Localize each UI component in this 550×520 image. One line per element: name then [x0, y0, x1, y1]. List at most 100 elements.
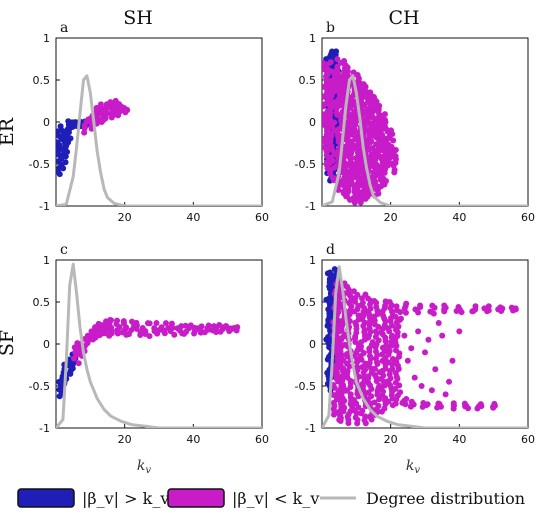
magenta-point [371, 399, 378, 406]
magenta-point [381, 405, 388, 412]
magenta-point [362, 413, 369, 420]
magenta-point [394, 324, 401, 331]
magenta-point [392, 313, 399, 320]
magenta-point [344, 168, 351, 175]
magenta-point [373, 161, 380, 168]
magenta-point [347, 155, 354, 162]
magenta-point [455, 304, 462, 311]
blue-point [69, 365, 76, 372]
plot-area [322, 48, 528, 206]
magenta-point [372, 372, 379, 379]
x-tick-label: 40 [452, 211, 466, 224]
magenta-point [97, 101, 104, 108]
degree-distribution-line [56, 262, 262, 428]
magenta-point [365, 379, 372, 386]
magenta-point [335, 299, 342, 306]
magenta-point [428, 387, 435, 394]
magenta-point [497, 304, 504, 311]
plot-area [322, 265, 528, 428]
x-tick-label: 20 [118, 211, 132, 224]
magenta-point [432, 366, 439, 373]
blue-point [326, 269, 333, 276]
magenta-point [380, 175, 387, 182]
magenta-point [392, 147, 399, 154]
magenta-point [368, 111, 375, 118]
y-tick-label: 0 [43, 338, 50, 351]
x-tick-label: 20 [384, 211, 398, 224]
panel-a: a1 0.5 0 -0.5 -1 20 40 60 [29, 20, 269, 224]
magenta-point [386, 298, 393, 305]
x-tick-label: 60 [255, 433, 269, 446]
magenta-point [360, 81, 367, 88]
panel-c: c1 0.5 0 -0.5 -1 20 40 60 [29, 242, 269, 446]
magenta-point [114, 317, 121, 324]
magenta-point [392, 385, 399, 392]
magenta-point [120, 318, 127, 325]
magenta-point [345, 291, 352, 298]
magenta-point [358, 343, 365, 350]
magenta-point [367, 89, 374, 96]
x-axis-label-right: kv [406, 458, 420, 476]
magenta-point [337, 102, 344, 109]
degree-distribution-line [56, 74, 262, 206]
magenta-point [408, 345, 415, 352]
magenta-point [344, 367, 351, 374]
magenta-point [366, 352, 373, 359]
magenta-point [326, 129, 333, 136]
y-tick-label: -1 [305, 200, 316, 213]
degree-distribution-line [322, 265, 528, 428]
x-tick-label: 60 [521, 433, 535, 446]
degree-distribution-line [322, 74, 528, 206]
magenta-point [234, 324, 241, 331]
column-header-sh: SH [123, 7, 153, 29]
legend-swatch-blue [17, 488, 75, 508]
x-tick-label: 20 [384, 433, 398, 446]
panel-b: b1 0.5 0 -0.5 -1 20 40 60 [295, 20, 535, 224]
x-tick-label: 60 [255, 211, 269, 224]
magenta-point [435, 320, 442, 326]
magenta-point [350, 396, 357, 403]
magenta-point [133, 319, 140, 326]
y-tick-label: 0 [309, 338, 316, 351]
magenta-point [373, 98, 380, 105]
legend-label-magenta: |β_v| < k_v [232, 489, 319, 508]
magenta-point [422, 349, 428, 356]
y-tick-label: 1 [309, 32, 316, 45]
magenta-point [403, 300, 410, 307]
magenta-point [446, 378, 453, 385]
magenta-point [397, 389, 404, 396]
magenta-point [461, 400, 468, 407]
magenta-point [350, 288, 357, 295]
magenta-point [412, 306, 419, 313]
magenta-point [355, 76, 362, 83]
magenta-point [376, 102, 383, 109]
blue-point [57, 123, 64, 130]
y-tick-label: 1 [43, 32, 50, 45]
y-tick-label: -1 [39, 422, 50, 435]
legend: |β_v| > k_v |β_v| < k_v Degree distribut… [17, 488, 525, 508]
x-tick-label: 40 [452, 433, 466, 446]
magenta-point [415, 328, 422, 335]
magenta-point [338, 391, 345, 398]
legend-label-gray: Degree distribution [366, 489, 525, 508]
magenta-point [341, 58, 348, 65]
row-header-sf: SF [0, 330, 18, 356]
x-tick-label: 60 [521, 211, 535, 224]
magenta-point [392, 347, 399, 354]
magenta-point [330, 392, 337, 399]
blue-point [62, 159, 69, 166]
magenta-point [375, 402, 382, 409]
y-tick-label: 0.5 [299, 74, 317, 87]
magenta-point [139, 324, 146, 331]
x-tick-label: 40 [186, 433, 200, 446]
magenta-point [388, 127, 395, 134]
magenta-point [382, 119, 389, 126]
magenta-point [427, 308, 434, 315]
magenta-point [491, 400, 498, 407]
magenta-point [397, 315, 404, 322]
magenta-point [388, 143, 395, 150]
magenta-point [365, 295, 372, 302]
magenta-point [472, 303, 479, 310]
magenta-point [379, 131, 386, 138]
